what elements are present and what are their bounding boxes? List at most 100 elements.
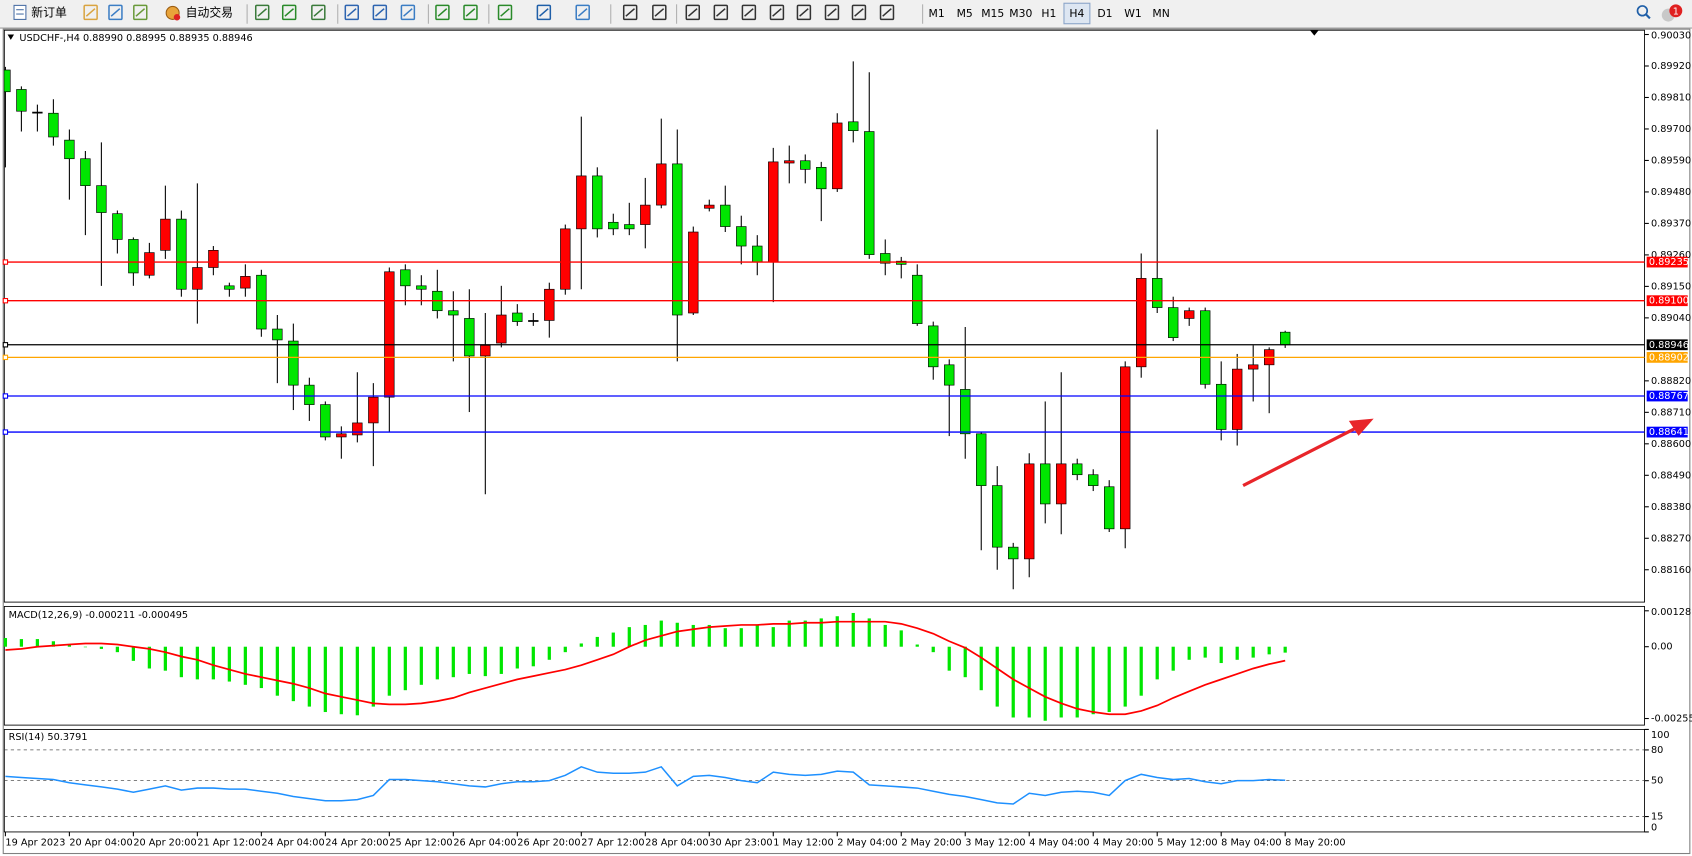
macd-bar [547,646,551,660]
candle-body [1040,463,1051,505]
timeframe-button[interactable]: M30 [1009,7,1032,20]
toolbar-button[interactable] [575,4,590,21]
toolbar-icon [497,4,513,21]
toolbar-button[interactable] [344,4,360,21]
search-button[interactable] [1636,5,1651,20]
toolbar-button[interactable] [435,4,450,21]
toolbar-icon [344,4,360,21]
macd-bar [995,646,999,707]
toolbar-icon-stroke [284,8,295,17]
timeframe-button[interactable]: MN [1152,7,1169,20]
toolbar-button[interactable] [622,4,638,21]
x-tick-label: 8 May 20:00 [1285,838,1345,849]
toolbar-icon-stroke [577,8,588,17]
y-tick-label: 0.89040 [1651,313,1691,324]
toolbar-icon-stroke [465,8,476,17]
macd-header: MACD(12,26,9) -0.000211 -0.000495 [9,610,188,621]
candle-body [944,364,955,386]
timeframe-button[interactable]: H1 [1041,7,1056,20]
macd-bar [1091,646,1095,715]
toolbar-button[interactable] [536,4,552,21]
notification-button[interactable]: 1 [1661,4,1683,22]
x-tick-label: 27 Apr 12:00 [581,838,644,849]
toolbar-button[interactable] [400,4,416,21]
candle-body [400,269,411,287]
toolbar-button[interactable] [796,4,812,21]
y-tick-label: 0.88270 [1651,533,1691,544]
macd-bar [723,628,727,647]
toolbar-button[interactable] [741,4,757,21]
toolbar-button[interactable] [281,4,297,21]
macd-bar [99,646,103,649]
toolbar-icon-stroke [500,8,510,17]
search-icon-handle [1644,13,1651,20]
candle-body [416,285,427,290]
macd-bar [707,624,711,647]
price-level-label: 0.88946 [1649,340,1689,351]
timeframe-button[interactable]: D1 [1097,7,1112,20]
candle-body [112,213,123,240]
toolbar-icon-stroke [687,8,698,17]
chart-frame [2,28,1691,855]
auto-trading-button[interactable]: 自动交易 [165,5,233,21]
macd-bar [1203,646,1207,658]
macd-bar [1267,646,1271,655]
macd-bar [355,646,359,716]
candle-body [864,131,875,255]
new-order-icon [13,4,27,20]
toolbar-button[interactable] [685,4,701,21]
toolbar-button[interactable] [851,4,867,21]
toolbar-background [0,0,1692,29]
candle-body [240,276,251,289]
annotation-arrow [1242,418,1374,488]
toolbar-button[interactable] [254,4,270,21]
timeframe-button[interactable]: M15 [981,7,1004,20]
timeframe-button[interactable]: M5 [957,7,973,20]
y-tick-label: 80 [1651,745,1663,756]
candle-body [800,160,811,170]
macd-bar [195,646,199,680]
price-level-tag [1646,351,1688,363]
toolbar-icon-stroke [854,8,864,17]
candle-body [80,158,91,186]
candle-body [528,320,539,322]
toolbar-button[interactable] [463,4,478,21]
toolbar-icon-stroke [403,8,413,17]
toolbar-button[interactable] [497,4,513,21]
timeframe-button[interactable]: H4 [1063,2,1091,25]
candle-body [1232,368,1243,430]
candle-body [1168,307,1179,338]
toolbar-button[interactable] [879,4,895,21]
timeframe-button[interactable]: M1 [929,7,945,20]
macd-bar [451,646,455,678]
macd-bar [51,641,56,647]
candle-body [848,121,859,132]
candle-body [48,112,59,138]
toolbar-button[interactable] [824,4,840,21]
candle-body [480,345,491,357]
timeframe-button[interactable]: W1 [1124,7,1142,20]
new-order-button[interactable]: 新订单 [13,4,67,20]
candle-body [256,274,267,330]
timeframe-active [1063,2,1091,25]
toolbar-button[interactable] [372,4,388,21]
x-tick-label: 26 Apr 20:00 [517,838,580,849]
toolbar-button[interactable] [713,4,729,21]
toolbar-button[interactable] [311,4,326,21]
macd-bar [947,646,951,671]
toolbar-button[interactable] [652,4,667,21]
macd-bar [739,628,743,647]
toolbar-button[interactable] [769,4,785,21]
candle-body [1152,278,1163,308]
candle-body [448,310,459,316]
candle-body [144,252,155,276]
macd-bar [1027,646,1031,718]
toolbar-button[interactable] [83,4,98,21]
toolbar-icon-stroke [346,8,357,17]
toolbar-button[interactable] [133,4,148,21]
toolbar-icon-stroke [799,8,809,17]
candle-body [1072,463,1083,476]
toolbar-button[interactable] [108,4,123,21]
macd-bar [419,646,423,685]
auto-trading-status [173,14,181,21]
